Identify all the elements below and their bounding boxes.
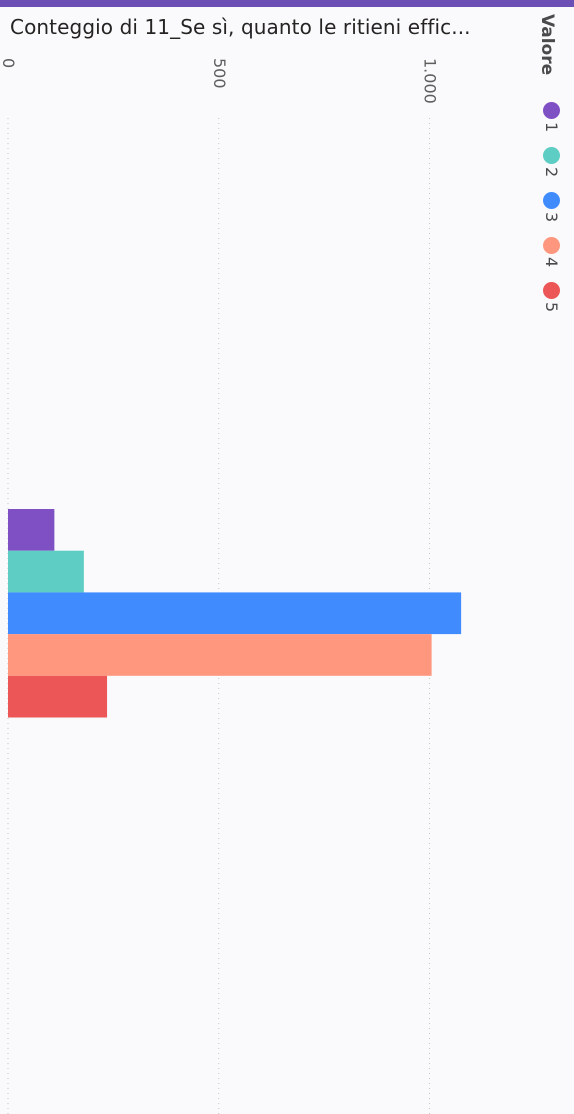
- x-tick-label-1000: 1.000: [420, 58, 440, 104]
- legend-item-1[interactable]: 1: [528, 102, 574, 142]
- legend-item-2[interactable]: 2: [528, 147, 574, 187]
- chart-title: Conteggio di 11_Se sì, quanto le ritieni…: [10, 15, 471, 39]
- legend-item-5[interactable]: 5: [528, 282, 574, 322]
- x-tick-label-0: 0: [0, 58, 18, 69]
- legend-dot-5: [543, 282, 560, 299]
- bar-valore-5[interactable]: [8, 675, 108, 718]
- legend-label-1: 1: [542, 122, 561, 133]
- bar-valore-2[interactable]: [8, 550, 84, 593]
- legend-dot-4: [543, 237, 560, 254]
- legend-title: Valore: [537, 14, 557, 76]
- legend-label-4: 4: [542, 257, 561, 268]
- legend-item-4[interactable]: 4: [528, 237, 574, 277]
- bar-valore-3[interactable]: [8, 592, 462, 635]
- x-tick-label-500: 500: [209, 58, 229, 89]
- legend-label-2: 2: [542, 167, 561, 178]
- legend-item-3[interactable]: 3: [528, 192, 574, 232]
- bar-valore-1[interactable]: [8, 509, 55, 551]
- legend-dot-2: [543, 147, 560, 164]
- top-accent-bar: [0, 0, 574, 7]
- legend-label-5: 5: [542, 302, 561, 313]
- bar-valore-4[interactable]: [8, 634, 432, 676]
- legend-label-3: 3: [542, 212, 561, 223]
- legend: 1 2 3 4 5: [528, 10, 574, 330]
- legend-dot-1: [543, 102, 560, 119]
- legend-dot-3: [543, 192, 560, 209]
